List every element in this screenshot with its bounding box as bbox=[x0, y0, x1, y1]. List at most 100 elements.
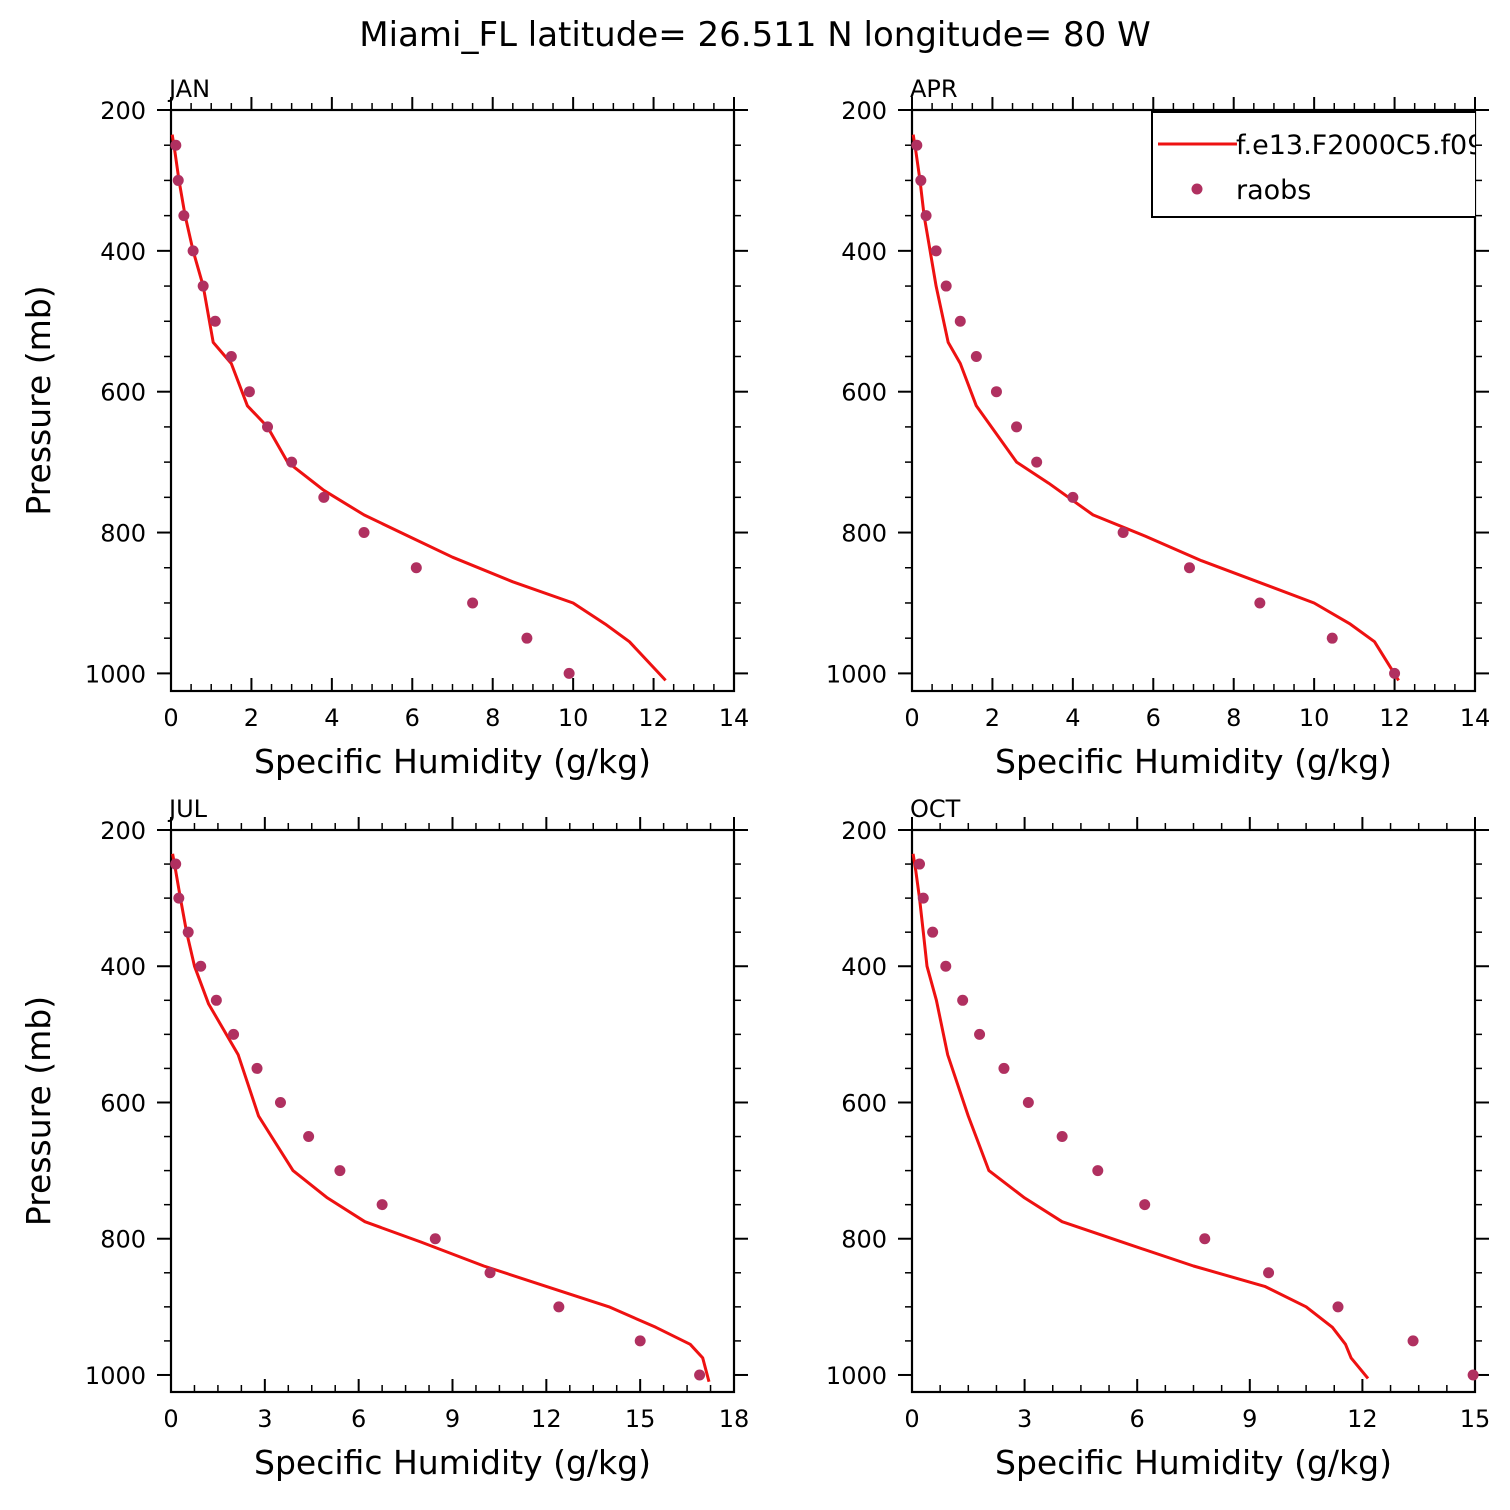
y-tick-label: 600 bbox=[841, 1089, 887, 1117]
raobs-point bbox=[694, 1369, 706, 1381]
raobs-point bbox=[429, 1233, 441, 1245]
panel-label: OCT bbox=[910, 795, 961, 823]
y-tick-label: 800 bbox=[100, 520, 146, 548]
plot-frame bbox=[910, 828, 1477, 1394]
y-tick-label: 200 bbox=[841, 817, 887, 845]
raobs-point bbox=[990, 386, 1002, 398]
y-tick-label: 800 bbox=[841, 1226, 887, 1254]
raobs-point bbox=[358, 527, 370, 539]
panel-jul: JUL 0 3 6 9 12 15 18 200 400 600 800 1000 Specific Hu… bbox=[19, 795, 749, 1482]
x-axis-label: Specific Humidity (g/kg) bbox=[995, 1443, 1392, 1482]
y-tick-label: 600 bbox=[841, 379, 887, 407]
y-tick-label: 1000 bbox=[826, 1362, 887, 1390]
raobs-point bbox=[914, 858, 926, 870]
y-axis-label: Pressure (mb) bbox=[19, 996, 58, 1226]
x-tick-label: 9 bbox=[445, 1405, 460, 1433]
x-tick-label: 12 bbox=[638, 704, 669, 732]
raobs-point bbox=[376, 1199, 388, 1211]
raobs-point bbox=[173, 892, 185, 904]
x-tick-label: 12 bbox=[531, 1405, 562, 1433]
raobs-point bbox=[954, 315, 966, 327]
y-tick-label: 1000 bbox=[85, 1362, 146, 1390]
x-tick-label: 0 bbox=[163, 704, 178, 732]
raobs-point bbox=[998, 1062, 1010, 1074]
x-tick-label: 0 bbox=[904, 1405, 919, 1433]
raobs-point bbox=[243, 386, 255, 398]
y-tick-label: 400 bbox=[841, 953, 887, 981]
panel-label: JUL bbox=[167, 795, 208, 823]
x-tick-label: 2 bbox=[985, 704, 1000, 732]
raobs-point bbox=[1254, 597, 1266, 609]
x-tick-label: 15 bbox=[1460, 1405, 1491, 1433]
y-tick-label: 1000 bbox=[85, 660, 146, 688]
model-line-jan bbox=[170, 134, 667, 682]
raobs-point bbox=[915, 174, 927, 186]
y-tick-label: 400 bbox=[100, 238, 146, 266]
figure-title: Miami_FL latitude= 26.511 N longitude= 8… bbox=[359, 15, 1150, 55]
raobs-point bbox=[209, 315, 221, 327]
x-tick-label: 10 bbox=[558, 704, 589, 732]
raobs-point bbox=[1332, 1301, 1344, 1313]
x-tick-label: 10 bbox=[1299, 704, 1330, 732]
raobs-point bbox=[303, 1131, 315, 1143]
x-tick-label: 2 bbox=[244, 704, 259, 732]
raobs-point bbox=[1011, 421, 1023, 433]
x-axis-label: Specific Humidity (g/kg) bbox=[254, 1443, 651, 1482]
y-tick-label: 200 bbox=[100, 817, 146, 845]
raobs-point bbox=[318, 491, 330, 503]
raobs-point bbox=[1199, 1233, 1211, 1245]
legend-box bbox=[1151, 111, 1475, 218]
x-tick-label: 4 bbox=[1065, 704, 1080, 732]
x-tick-label: 15 bbox=[625, 1405, 656, 1433]
y-tick-label: 200 bbox=[841, 97, 887, 125]
x-axis-label: Specific Humidity (g/kg) bbox=[254, 742, 651, 781]
raobs-point bbox=[182, 926, 194, 938]
plot-frame bbox=[169, 108, 736, 693]
raobs-point bbox=[1031, 456, 1043, 468]
y-tick-label: 200 bbox=[100, 97, 146, 125]
raobs-point bbox=[467, 597, 479, 609]
y-tick-label: 600 bbox=[100, 379, 146, 407]
panel-label: APR bbox=[910, 75, 958, 103]
x-tick-label: 3 bbox=[257, 1405, 272, 1433]
raobs-point bbox=[927, 926, 939, 938]
x-tick-label: 0 bbox=[163, 1405, 178, 1433]
x-tick-label: 12 bbox=[1379, 704, 1410, 732]
x-tick-label: 8 bbox=[1226, 704, 1241, 732]
raobs-point bbox=[1056, 1131, 1068, 1143]
raobs-point bbox=[911, 139, 923, 151]
raobs-point bbox=[563, 667, 575, 679]
raobs-point bbox=[920, 210, 932, 222]
raobs-point bbox=[1022, 1096, 1034, 1108]
raobs-point bbox=[228, 1028, 240, 1040]
legend: f.e13.F2000C5.f09 raobs bbox=[1151, 111, 1475, 218]
raobs-point bbox=[274, 1096, 286, 1108]
raobs-point bbox=[940, 960, 952, 972]
x-tick-label: 12 bbox=[1347, 1405, 1378, 1433]
raobs-point bbox=[187, 245, 199, 257]
x-tick-label: 0 bbox=[904, 704, 919, 732]
raobs-point bbox=[1067, 491, 1079, 503]
panel-apr: APR 0 2 4 6 8 10 12 14 200 400 600 800 1000 Specific H… bbox=[826, 75, 1490, 781]
x-tick-label: 18 bbox=[719, 1405, 750, 1433]
panel-jan: JAN 0 2 4 6 8 10 12 14 200 400 600 800 1000 Specific H… bbox=[19, 75, 749, 781]
y-tick-label: 400 bbox=[100, 953, 146, 981]
raobs-point bbox=[197, 280, 209, 292]
legend-obs-label: raobs bbox=[1236, 175, 1311, 206]
raobs-point bbox=[210, 994, 222, 1006]
model-line-apr bbox=[911, 134, 1400, 682]
raobs-point bbox=[1407, 1335, 1419, 1347]
raobs-point bbox=[1467, 1369, 1479, 1381]
raobs-point bbox=[170, 139, 182, 151]
raobs-point bbox=[172, 174, 184, 186]
panel-label: JAN bbox=[167, 75, 210, 103]
panel-oct: OCT 0 3 6 9 12 15 200 400 600 800 1000 Specific Humi… bbox=[826, 795, 1490, 1482]
y-tick-label: 400 bbox=[841, 238, 887, 266]
raobs-point bbox=[1117, 527, 1129, 539]
x-tick-label: 3 bbox=[1017, 1405, 1032, 1433]
y-tick-label: 600 bbox=[100, 1089, 146, 1117]
y-tick-label: 800 bbox=[100, 1226, 146, 1254]
x-tick-label: 6 bbox=[351, 1405, 366, 1433]
x-tick-label: 9 bbox=[1242, 1405, 1257, 1433]
